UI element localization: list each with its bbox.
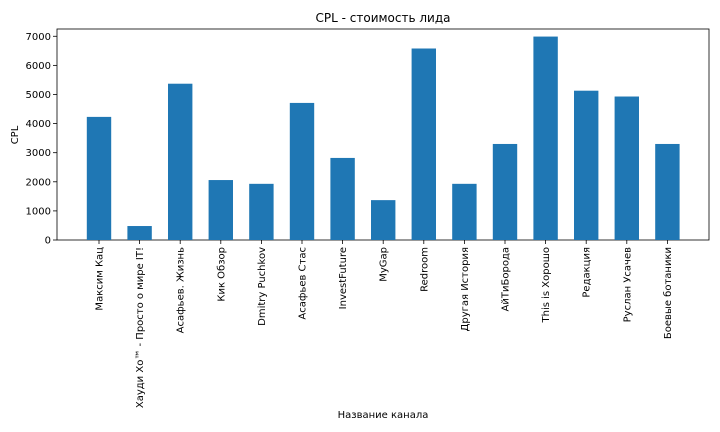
x-tick-label: Редакция [582,247,593,298]
bar [411,48,436,240]
y-tick-label: 7000 [26,32,51,43]
bar [208,180,233,240]
bar [127,226,152,240]
y-tick-label: 5000 [26,90,51,101]
bar [655,143,680,240]
x-tick-label: Другая История [460,247,471,331]
bar [330,157,355,240]
x-tick-label: InvestFuture [338,247,349,309]
x-tick-label: Redroom [419,247,430,292]
x-tick-label: MyGap [379,247,390,282]
y-tick-label: 2000 [26,177,51,188]
bar [249,183,274,240]
bar [492,143,518,240]
x-tick-label: Максим Кац [95,247,106,311]
bar [574,90,599,240]
x-tick-label: Кик Обзор [216,247,227,302]
bar [86,116,112,240]
x-tick-label: Асафьев. Жизнь [176,247,187,333]
x-tick-label: Боевые ботаники [663,247,674,339]
bar [371,200,396,240]
x-tick-label: Асафьев Стас [298,247,309,320]
y-tick-label: 4000 [26,119,51,130]
x-tick-label: Руслан Усачев [622,247,633,322]
x-tick-label: Dmitry Puchkov [257,247,268,326]
bar [452,183,477,240]
y-axis-title: CPL [10,125,21,144]
x-tick-label: This is Хорошо [541,247,552,323]
x-axis-title: Название канала [338,410,429,421]
chart-title: CPL - стоимость лида [316,11,451,25]
x-tick-label: АйТиБорода [501,247,512,311]
x-axis: Максим Кац Хауди Хо™ - Просто о мире IT! А… [95,240,674,408]
y-tick-label: 6000 [26,61,51,72]
x-tick-label: Хауди Хо™ - Просто о мире IT! [135,247,146,408]
y-axis: 0 1000 2000 3000 4000 5000 6000 7000 [26,32,57,247]
bar [289,102,315,240]
y-tick-label: 1000 [26,206,51,217]
y-tick-label: 3000 [26,148,51,159]
bars [86,36,680,241]
bar [533,36,558,240]
bar [168,83,193,241]
bar [614,96,639,241]
y-tick-label: 0 [45,236,51,247]
